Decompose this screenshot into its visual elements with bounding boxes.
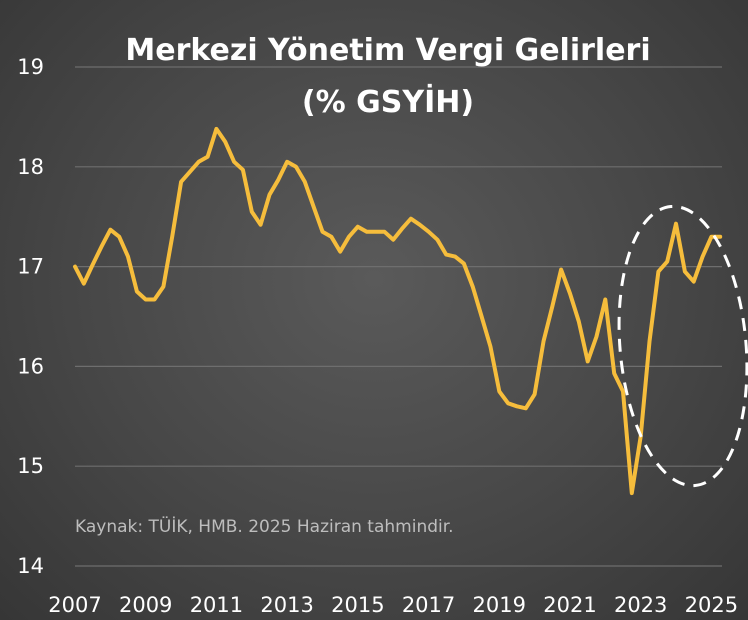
x-tick-label: 2023 xyxy=(614,593,667,617)
series-layer xyxy=(73,126,723,496)
highlight-ellipse xyxy=(617,204,748,488)
x-tick-label: 2013 xyxy=(260,593,313,617)
y-tick-label: 14 xyxy=(17,554,44,578)
y-tick-label: 18 xyxy=(17,155,44,179)
x-tick-label: 2015 xyxy=(331,593,384,617)
y-tick-label: 19 xyxy=(17,55,44,79)
x-tick-label: 2021 xyxy=(543,593,596,617)
chart-subtitle: (% GSYİH) xyxy=(302,84,474,120)
x-axis-ticks: 2007 2009 2011 2013 2015 2017 2019 2021 2023 2025 xyxy=(48,593,738,617)
x-tick-label: 2009 xyxy=(119,593,172,617)
x-tick-label: 2011 xyxy=(190,593,243,617)
x-tick-label: 2017 xyxy=(402,593,455,617)
y-tick-label: 16 xyxy=(17,354,44,378)
x-tick-label: 2007 xyxy=(48,593,101,617)
y-axis-ticks: 14 15 16 17 18 19 xyxy=(17,55,44,578)
y-tick-label: 15 xyxy=(17,454,44,478)
x-tick-label: 2025 xyxy=(685,593,738,617)
gridlines xyxy=(75,66,722,567)
source-note: Kaynak: TÜİK, HMB. 2025 Haziran tahmindi… xyxy=(75,515,454,537)
series-line-0 xyxy=(73,126,723,496)
chart-title: Merkezi Yönetim Vergi Gelirleri xyxy=(125,33,650,68)
x-tick-label: 2019 xyxy=(473,593,526,617)
y-tick-label: 17 xyxy=(17,255,44,279)
